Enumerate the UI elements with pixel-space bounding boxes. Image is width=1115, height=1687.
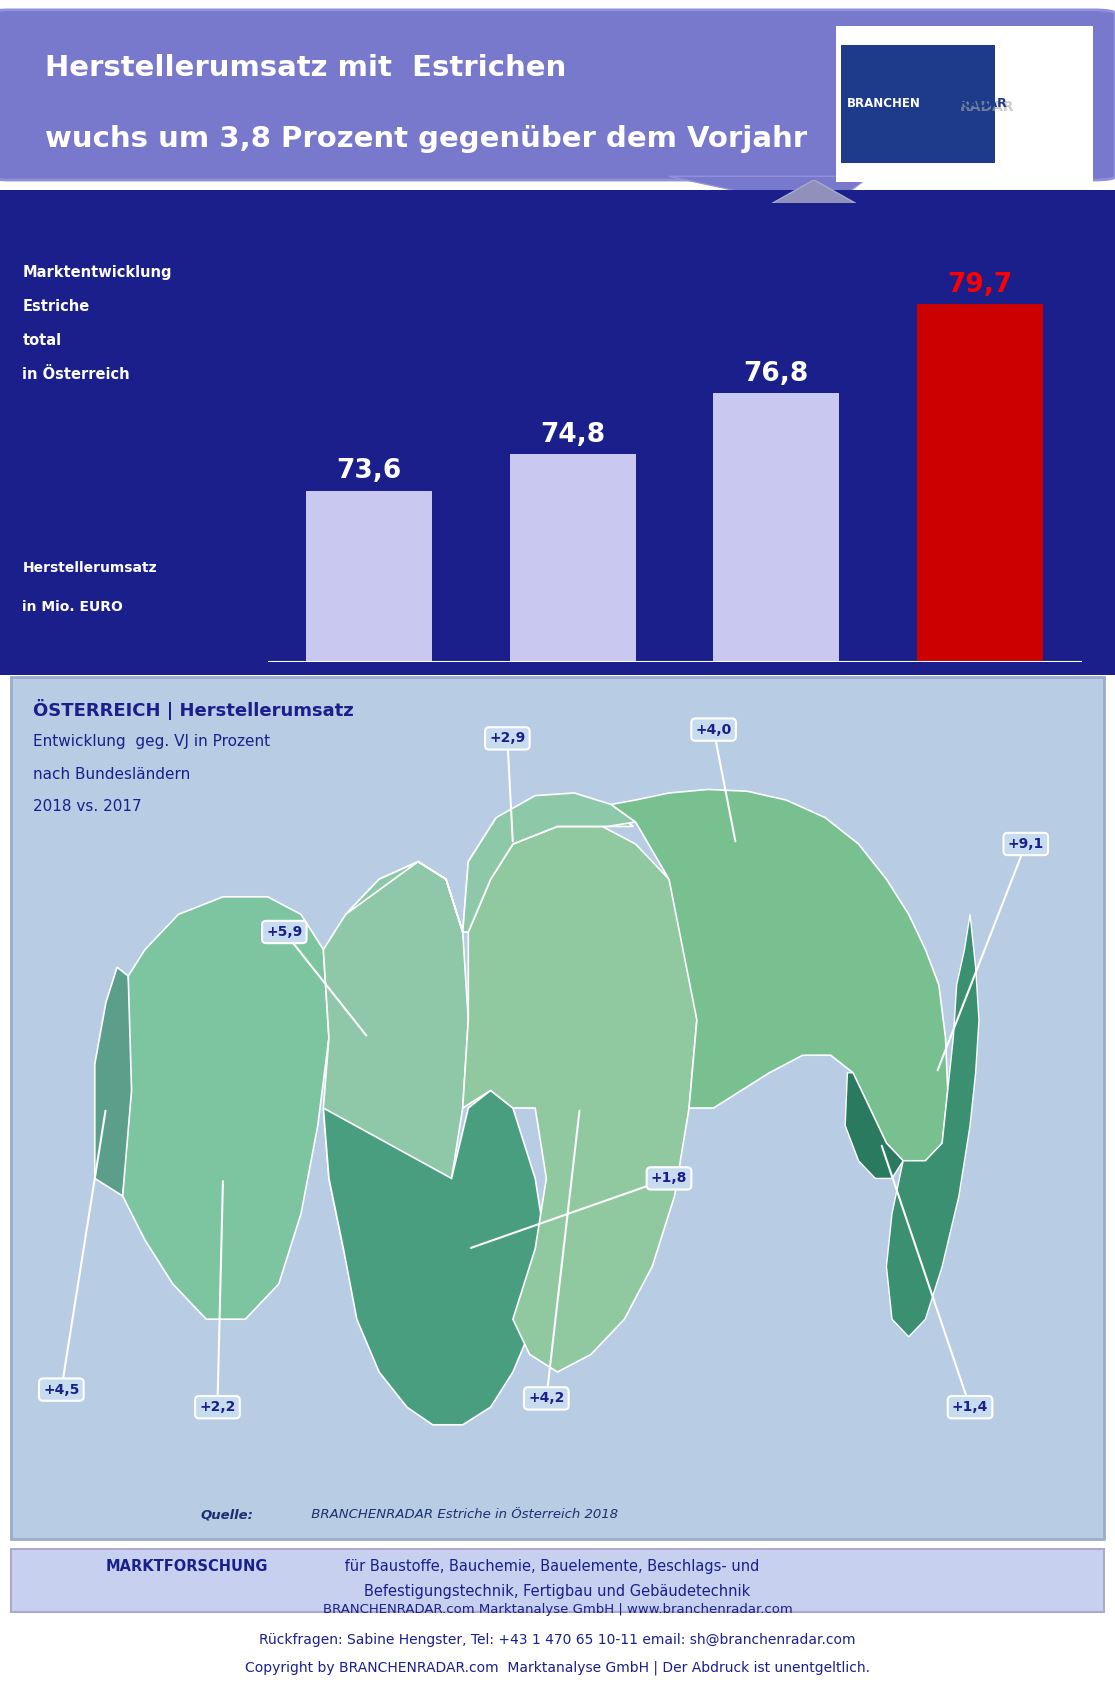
- Text: +1,4: +1,4: [952, 1400, 988, 1414]
- Text: ÖSTERREICH | Herstellerumsatz: ÖSTERREICH | Herstellerumsatz: [33, 698, 355, 720]
- Text: RADAR: RADAR: [959, 100, 1014, 115]
- Polygon shape: [463, 800, 633, 931]
- Text: 74,8: 74,8: [541, 422, 605, 447]
- Text: Copyright by BRANCHENRADAR.com  Marktanalyse GmbH | Der Abdruck ist unentgeltlic: Copyright by BRANCHENRADAR.com Marktanal…: [245, 1660, 870, 1675]
- Polygon shape: [669, 177, 870, 209]
- Text: +4,5: +4,5: [43, 1383, 79, 1397]
- Text: +1,8: +1,8: [651, 1171, 687, 1186]
- Text: +2,9: +2,9: [489, 732, 525, 746]
- Text: Quelle:: Quelle:: [201, 1508, 253, 1522]
- Text: +9,1: +9,1: [1008, 837, 1044, 850]
- Text: BRANCHENRADAR.com Marktanalyse GmbH | www.branchenradar.com: BRANCHENRADAR.com Marktanalyse GmbH | ww…: [322, 1603, 793, 1616]
- Polygon shape: [463, 827, 697, 1372]
- Text: *erwartet: *erwartet: [1012, 646, 1073, 660]
- Text: BRANCHENRADAR Estriche in Österreich 2018: BRANCHENRADAR Estriche in Österreich 201…: [307, 1508, 618, 1522]
- Text: +2,2: +2,2: [200, 1400, 235, 1414]
- Text: Marktentwicklung: Marktentwicklung: [22, 265, 172, 280]
- Text: Herstellerumsatz mit  Estrichen: Herstellerumsatz mit Estrichen: [45, 54, 565, 83]
- Polygon shape: [886, 914, 979, 1336]
- Bar: [307, 491, 433, 1687]
- Text: MARKTFORSCHUNG: MARKTFORSCHUNG: [106, 1559, 269, 1574]
- Text: 2018 vs. 2017: 2018 vs. 2017: [33, 800, 142, 815]
- Text: RADAR: RADAR: [959, 98, 1008, 110]
- Polygon shape: [323, 1090, 546, 1426]
- Text: Estriche: Estriche: [22, 299, 89, 314]
- Bar: [510, 454, 636, 1687]
- Polygon shape: [123, 897, 329, 1319]
- Polygon shape: [611, 790, 948, 1161]
- Polygon shape: [711, 181, 917, 258]
- Text: Herstellerumsatz: Herstellerumsatz: [22, 562, 157, 575]
- Text: Befestigungstechnik, Fertigbau und Gebäudetechnik: Befestigungstechnik, Fertigbau und Gebäu…: [365, 1584, 750, 1599]
- Text: in Österreich: in Österreich: [22, 366, 130, 381]
- Text: Entwicklung  geg. VJ in Prozent: Entwicklung geg. VJ in Prozent: [33, 734, 271, 749]
- Text: 79,7: 79,7: [947, 272, 1012, 299]
- Text: +5,9: +5,9: [266, 924, 302, 940]
- Polygon shape: [845, 1073, 903, 1179]
- Text: Rückfragen: Sabine Hengster, Tel: +43 1 470 65 10-11 email: sh@branchenradar.com: Rückfragen: Sabine Hengster, Tel: +43 1 …: [260, 1633, 855, 1647]
- Polygon shape: [346, 793, 636, 931]
- Text: in Mio. EURO: in Mio. EURO: [22, 601, 123, 614]
- Text: wuchs um 3,8 Prozent gegenüber dem Vorjahr: wuchs um 3,8 Prozent gegenüber dem Vorja…: [45, 125, 807, 154]
- Text: 76,8: 76,8: [744, 361, 809, 386]
- Text: 73,6: 73,6: [337, 459, 403, 484]
- Bar: [714, 393, 840, 1687]
- FancyBboxPatch shape: [0, 10, 1115, 181]
- Bar: [842, 46, 996, 164]
- FancyBboxPatch shape: [828, 22, 1101, 186]
- Text: für Baustoffe, Bauchemie, Bauelemente, Beschlags- und: für Baustoffe, Bauchemie, Bauelemente, B…: [340, 1559, 759, 1574]
- Polygon shape: [323, 862, 468, 1302]
- Text: nach Bundesländern: nach Bundesländern: [33, 766, 191, 781]
- Text: BRANCHEN: BRANCHEN: [846, 98, 920, 110]
- Polygon shape: [95, 967, 134, 1196]
- Text: +4,2: +4,2: [529, 1392, 564, 1405]
- Text: +4,0: +4,0: [696, 722, 731, 737]
- Text: total: total: [22, 332, 61, 348]
- Bar: [917, 304, 1043, 1687]
